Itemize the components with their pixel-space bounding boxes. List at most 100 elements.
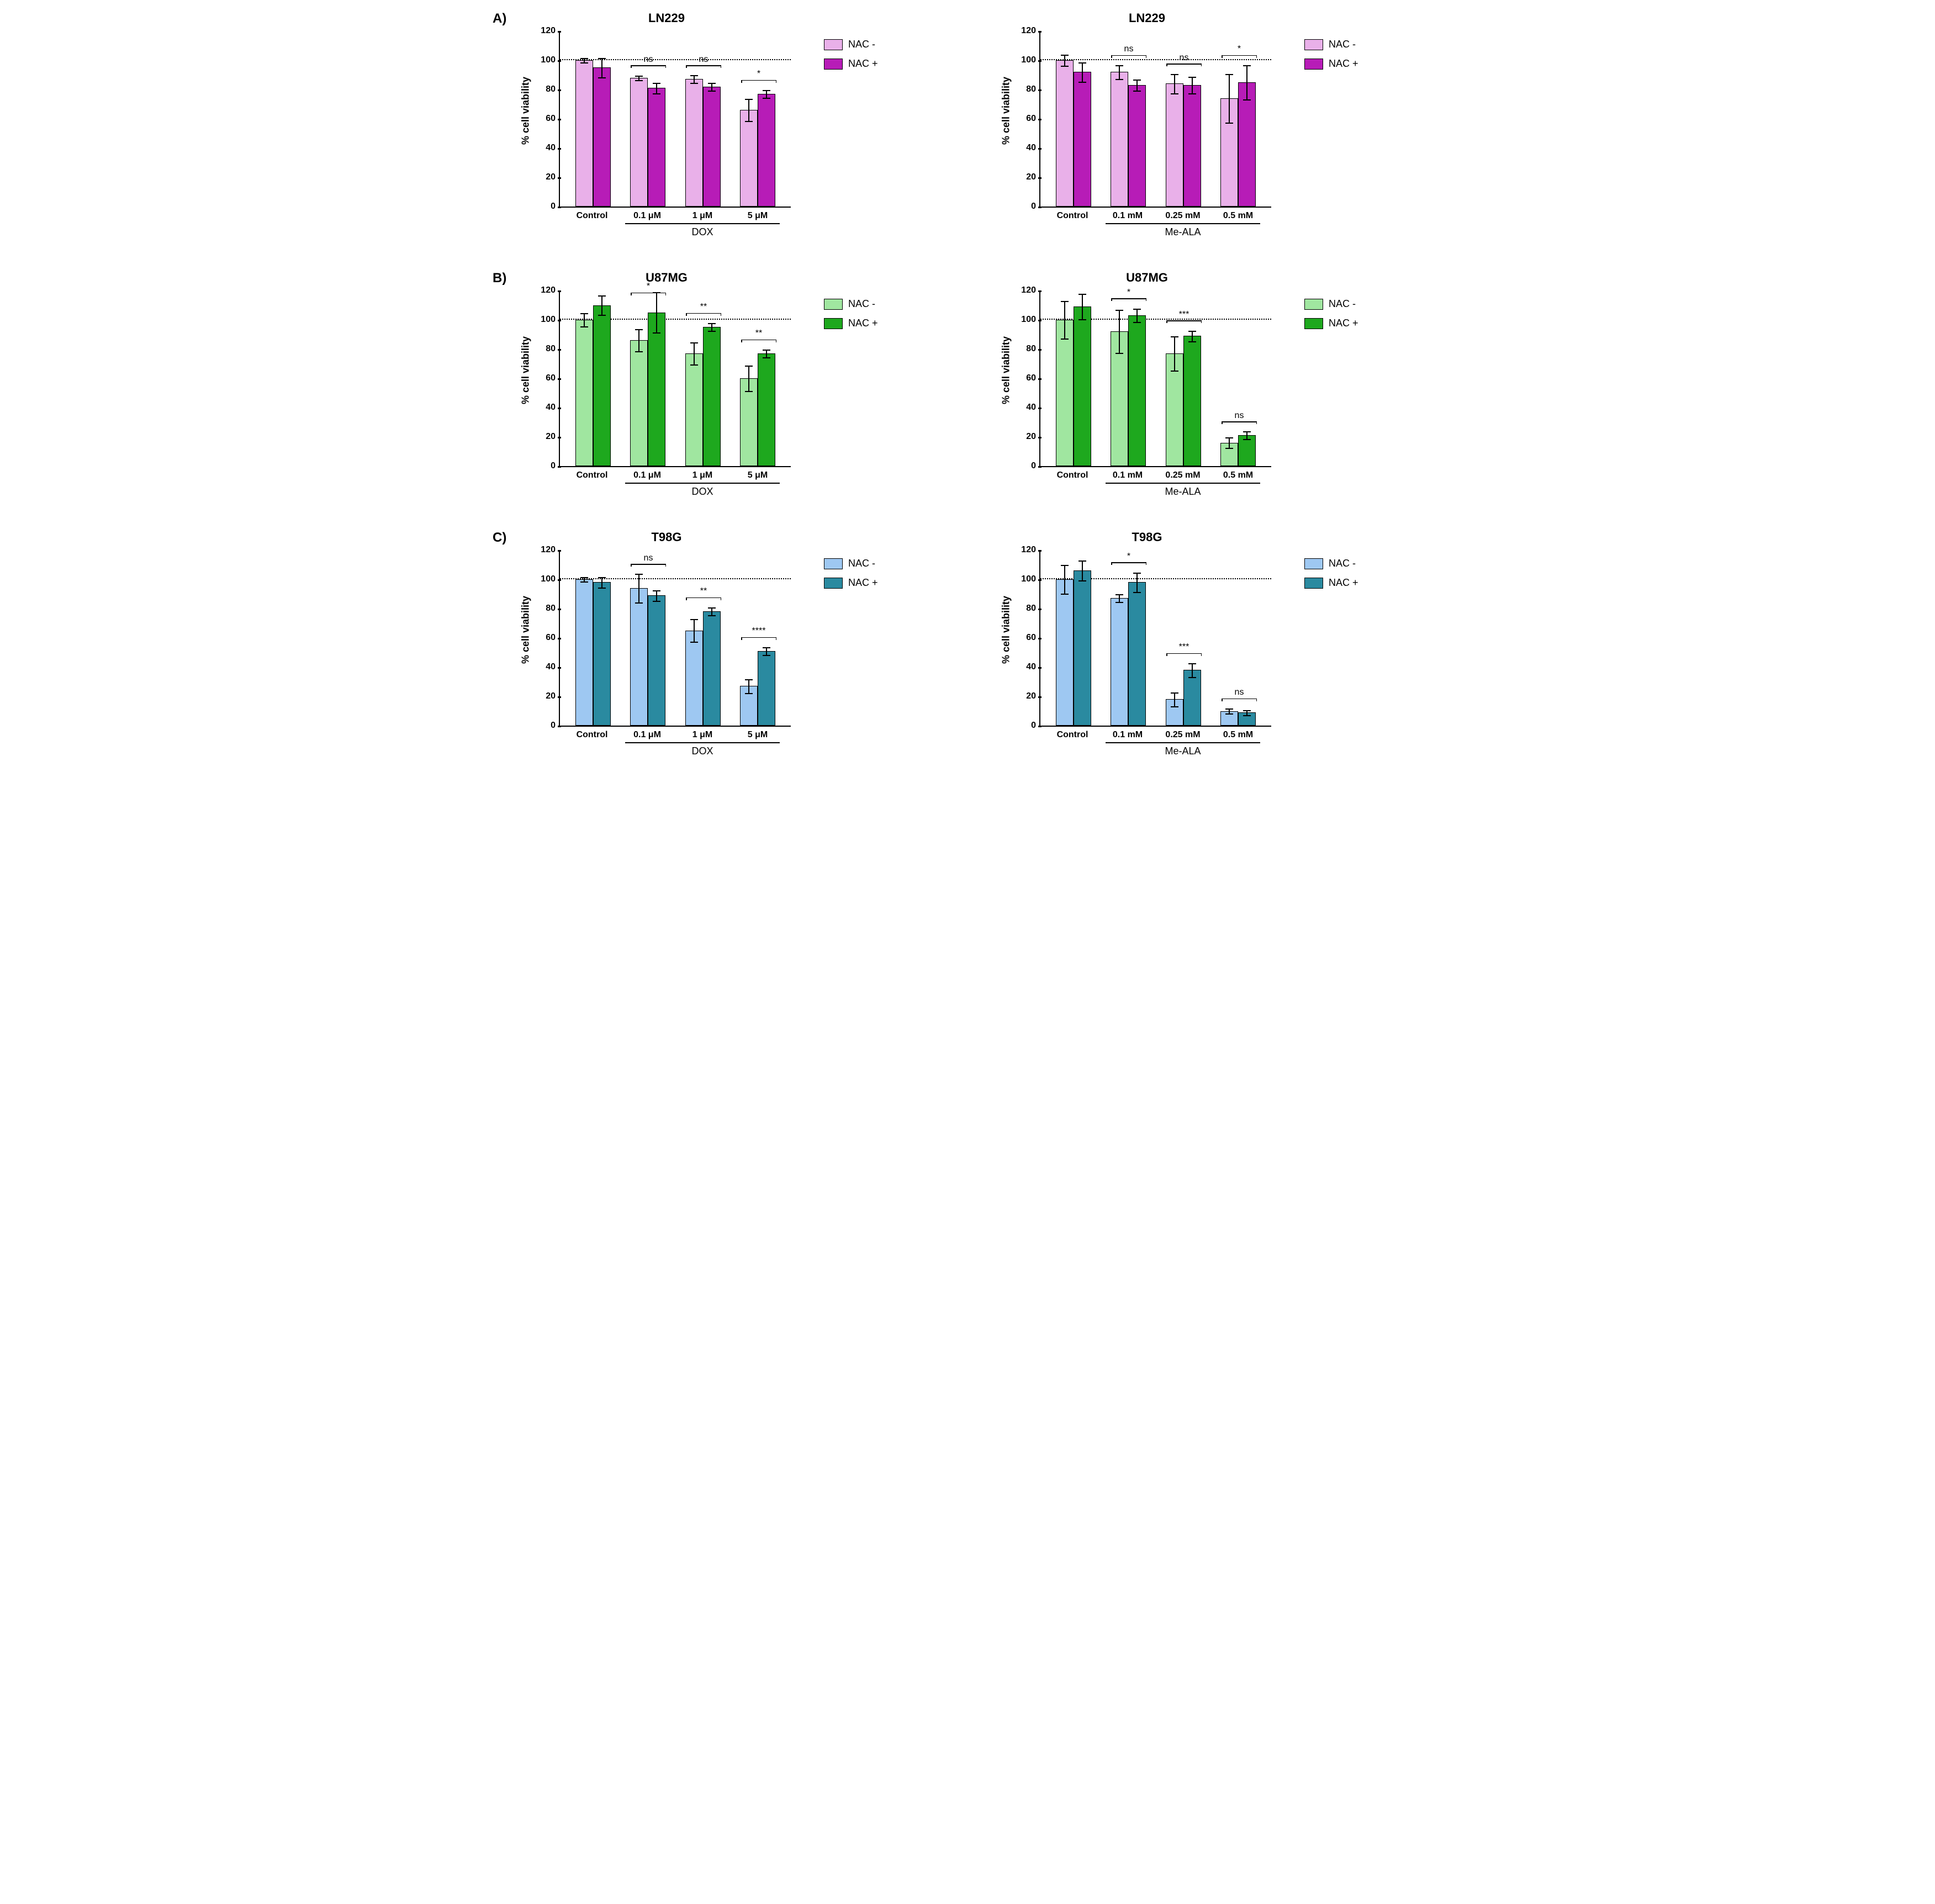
legend: NAC -NAC + (1304, 39, 1358, 70)
bar-minus (1056, 579, 1074, 726)
legend-label: NAC - (848, 39, 875, 50)
significance-bracket (631, 65, 666, 66)
y-tick: 40 (1026, 403, 1040, 412)
significance-bracket (1222, 55, 1257, 56)
bar-minus (1056, 320, 1074, 466)
chart-title: U87MG (1001, 271, 1293, 285)
chart-area: U87MG% cell viability020406080100120****… (1001, 271, 1293, 514)
chart-title: U87MG (520, 271, 813, 285)
bar-plus (1128, 582, 1146, 726)
x-tick-label: 1 μM (675, 211, 730, 221)
panel-A_left: A)LN229% cell viability020406080100120ns… (498, 11, 956, 254)
treatment-bracket-line (1106, 742, 1260, 743)
error-bar (656, 590, 657, 602)
error-bar (656, 83, 657, 94)
legend-swatch (1304, 39, 1323, 50)
y-tick: 0 (551, 461, 560, 471)
y-tick: 60 (546, 633, 560, 643)
treatment-bracket-line (625, 223, 780, 224)
y-axis-label: % cell viability (520, 596, 532, 664)
treatment-bracket-label: Me-ALA (1165, 226, 1201, 238)
plot-region: 020406080100120nsns* (559, 31, 791, 208)
treatment-bracket: Me-ALA (1039, 221, 1271, 243)
y-tick: 0 (551, 202, 560, 211)
bars-container (560, 550, 791, 726)
significance-label: * (757, 69, 760, 79)
bar-minus (685, 353, 703, 466)
bar-minus (1220, 711, 1238, 726)
bar-plus (1074, 72, 1091, 207)
bars-container (1040, 31, 1271, 207)
treatment-bracket-label: DOX (691, 486, 713, 498)
error-bar (638, 574, 639, 603)
y-tick: 60 (1026, 633, 1040, 643)
bar-group (731, 290, 786, 466)
legend-swatch (1304, 318, 1323, 329)
treatment-bracket: DOX (559, 480, 791, 503)
y-tick: 0 (1031, 461, 1040, 471)
significance-label: * (647, 282, 650, 292)
y-axis-label: % cell viability (1001, 336, 1012, 404)
x-tick-label: 0.1 μM (620, 211, 675, 221)
bar-plus (1128, 315, 1146, 466)
treatment-bracket-label: Me-ALA (1165, 745, 1201, 757)
bar-minus (1166, 353, 1183, 466)
x-tick-label: 0.1 mM (1100, 730, 1155, 740)
y-tick: 0 (551, 721, 560, 731)
error-bar (1136, 80, 1138, 91)
error-bar (1082, 294, 1083, 320)
treatment-bracket-line (1106, 483, 1260, 484)
bars-container (560, 290, 791, 466)
legend-item-minus: NAC - (824, 298, 878, 310)
bar-group (1211, 31, 1266, 207)
bar-plus (593, 305, 611, 467)
bar-minus (575, 320, 593, 466)
y-axis-label: % cell viability (1001, 77, 1012, 145)
treatment-bracket: DOX (559, 221, 791, 243)
x-labels: Control0.1 μM1 μM5 μM (559, 211, 791, 221)
bar-plus (1183, 670, 1201, 726)
bar-plus (593, 67, 611, 207)
y-tick: 100 (1021, 574, 1040, 584)
significance-bracket (631, 293, 666, 294)
y-tick: 60 (1026, 373, 1040, 383)
x-tick-label: Control (564, 730, 620, 740)
error-bar (584, 58, 585, 64)
chart-area: LN229% cell viability020406080100120nsns… (1001, 11, 1293, 254)
bar-group (1156, 550, 1211, 726)
significance-label: * (1238, 44, 1241, 54)
x-labels: Control0.1 μM1 μM5 μM (559, 730, 791, 740)
legend-label: NAC + (848, 318, 878, 329)
y-tick: 120 (1021, 545, 1040, 555)
bar-minus (740, 110, 758, 207)
x-tick-label: Control (1045, 730, 1100, 740)
bar-minus (740, 378, 758, 466)
error-bar (584, 577, 585, 583)
x-tick-label: 1 μM (675, 730, 730, 740)
bar-plus (1074, 570, 1091, 726)
y-tick: 20 (1026, 691, 1040, 701)
y-tick: 80 (1026, 344, 1040, 354)
x-tick-label: Control (1045, 470, 1100, 480)
significance-label: ** (755, 329, 762, 339)
treatment-bracket: Me-ALA (1039, 740, 1271, 762)
error-bar (638, 329, 639, 353)
legend-label: NAC + (1329, 577, 1358, 589)
significance-label: ns (1124, 44, 1134, 54)
chart-area: U87MG% cell viability020406080100120****… (520, 271, 813, 514)
y-axis-label: % cell viability (520, 77, 532, 145)
y-tick: 20 (1026, 432, 1040, 442)
bar-minus (740, 686, 758, 726)
legend-label: NAC + (1329, 58, 1358, 70)
y-tick: 60 (1026, 114, 1040, 124)
bar-group (621, 290, 676, 466)
y-tick: 20 (546, 172, 560, 182)
legend-swatch (1304, 558, 1323, 569)
y-tick: 80 (546, 344, 560, 354)
y-tick: 80 (546, 604, 560, 613)
bar-plus (1238, 435, 1256, 466)
error-bar (1246, 431, 1247, 440)
y-tick: 60 (546, 114, 560, 124)
bar-minus (685, 79, 703, 207)
y-axis-label: % cell viability (1001, 596, 1012, 664)
